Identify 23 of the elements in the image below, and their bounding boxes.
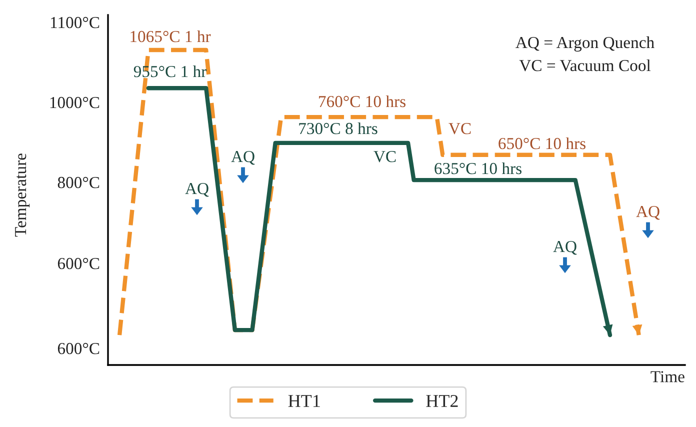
text: 600°C xyxy=(58,258,100,270)
annotation: 650°C 10 hrs xyxy=(498,137,586,150)
annotation: AQ xyxy=(185,182,209,197)
annotation: 730°C 8 hrs xyxy=(299,122,378,134)
annotation: 760°C 10 hrs xyxy=(319,95,406,108)
annotation: VC xyxy=(448,122,471,134)
annotation: AQ xyxy=(553,240,577,255)
text: 1100°C xyxy=(50,16,100,28)
annotation: AQ xyxy=(636,206,660,220)
text: 1000°C xyxy=(50,96,100,108)
text: 600°C xyxy=(58,342,100,354)
x-axis-title: Time xyxy=(650,371,684,382)
annotation: 955°C 1 hr xyxy=(134,65,207,78)
text: 800°C xyxy=(58,176,100,188)
annotation: 635°C 10 hrs xyxy=(434,162,522,174)
annotation: AQ xyxy=(231,150,255,165)
text: 1065°C 1 hr xyxy=(130,30,211,42)
text: Temperature xyxy=(15,154,30,237)
annotation: AQ = Argon Quench xyxy=(516,36,654,52)
annotation: VC xyxy=(374,150,396,162)
annotation: VC = Vacuum Cool xyxy=(519,59,651,72)
legend-label: HT1 xyxy=(288,394,320,407)
legend-label: HT2 xyxy=(426,394,458,407)
